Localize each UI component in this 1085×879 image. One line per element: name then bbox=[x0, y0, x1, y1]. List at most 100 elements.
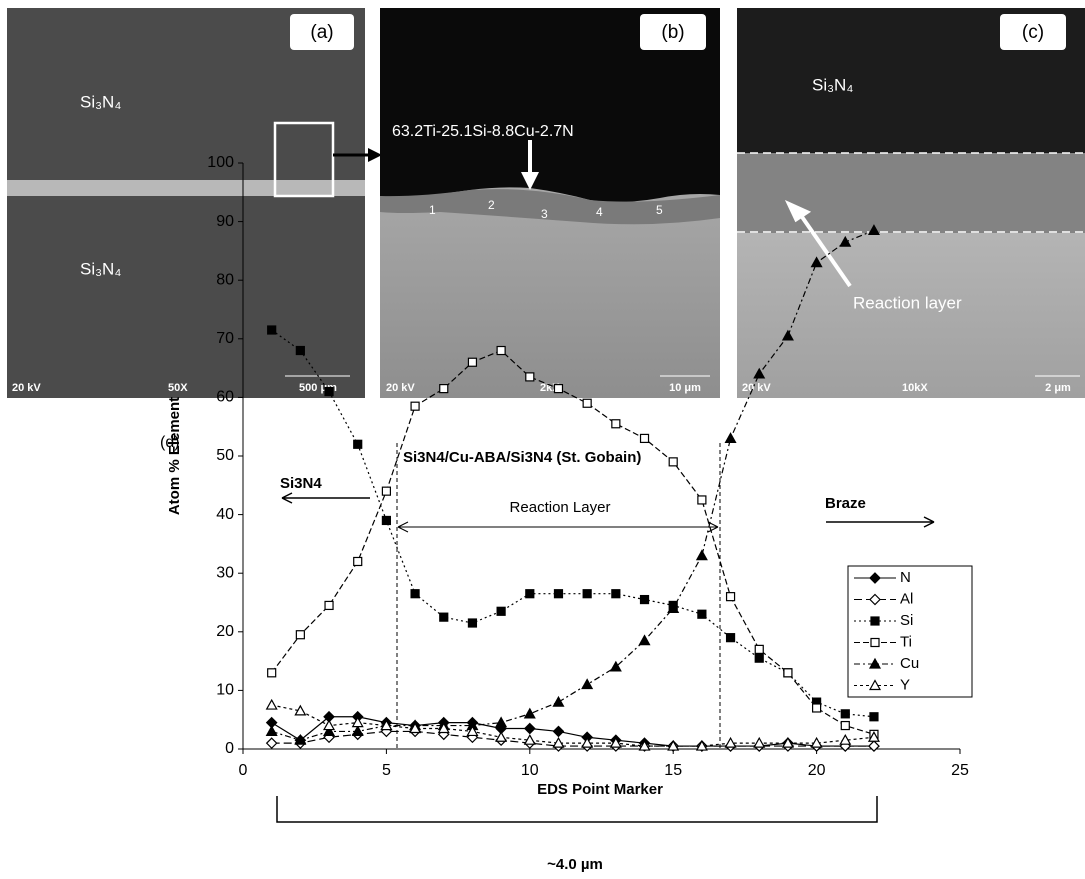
voltage: 20 kV bbox=[742, 382, 771, 394]
point-number: 4 bbox=[596, 205, 603, 219]
marker bbox=[841, 722, 849, 730]
marker bbox=[612, 590, 620, 598]
marker bbox=[440, 613, 448, 621]
marker bbox=[382, 516, 390, 524]
marker bbox=[583, 590, 591, 598]
point-number: 5 bbox=[656, 203, 663, 217]
y-tick-label: 60 bbox=[216, 389, 234, 406]
legend-label: N bbox=[900, 569, 911, 586]
x-tick-label: 5 bbox=[382, 762, 391, 779]
marker bbox=[411, 402, 419, 410]
legend-label: Ti bbox=[900, 633, 912, 650]
span-bracket bbox=[277, 796, 877, 822]
marker bbox=[697, 551, 707, 560]
marker bbox=[870, 713, 878, 721]
legend-label: Y bbox=[900, 676, 910, 693]
y-tick-label: 50 bbox=[216, 447, 234, 464]
x-tick-label: 15 bbox=[664, 762, 682, 779]
x-axis-title: EDS Point Marker bbox=[537, 781, 663, 798]
marker bbox=[325, 601, 333, 609]
panel-b: (b) 63.2Ti-25.1Si-8.8Cu-2.7N 1 2 3 4 5 2… bbox=[380, 8, 720, 398]
x-tick-label: 10 bbox=[521, 762, 539, 779]
x-tick-label: 20 bbox=[808, 762, 826, 779]
y-tick-label: 20 bbox=[216, 623, 234, 640]
x-tick-label: 0 bbox=[239, 762, 248, 779]
chart-title: Si3N4/Cu-ABA/Si3N4 (St. Gobain) bbox=[403, 449, 641, 466]
material-label: Si₃N₄ bbox=[80, 259, 121, 278]
marker bbox=[554, 590, 562, 598]
marker bbox=[268, 326, 276, 334]
marker bbox=[526, 590, 534, 598]
marker bbox=[440, 385, 448, 393]
composition: 63.2Ti-25.1Si-8.8Cu-2.7N bbox=[392, 123, 574, 140]
marker bbox=[841, 710, 849, 718]
marker bbox=[755, 645, 763, 653]
panel-label: (b) bbox=[661, 22, 684, 43]
marker bbox=[612, 420, 620, 428]
voltage: 20 kV bbox=[12, 382, 41, 394]
y-tick-label: 90 bbox=[216, 213, 234, 230]
panel-a: (a) Si₃N₄ Si₃N₄ 20 kV 50X 500 μm bbox=[7, 8, 365, 398]
marker bbox=[727, 593, 735, 601]
marker bbox=[382, 487, 390, 495]
chart: (d) Si3N4/Cu-ABA/Si3N4 (St. Gobain) Si3N… bbox=[160, 397, 972, 873]
voltage: 20 kV bbox=[386, 382, 415, 394]
y-tick-label: 70 bbox=[216, 330, 234, 347]
point-number: 3 bbox=[541, 207, 548, 221]
marker bbox=[354, 557, 362, 565]
point-number: 1 bbox=[429, 203, 436, 217]
point-number: 2 bbox=[488, 198, 495, 212]
braze-layer bbox=[7, 180, 365, 196]
panel-label: (a) bbox=[310, 22, 333, 43]
marker bbox=[267, 738, 277, 748]
marker bbox=[468, 358, 476, 366]
y-tick-label: 30 bbox=[216, 564, 234, 581]
marker bbox=[267, 726, 277, 735]
marker bbox=[754, 738, 764, 747]
marker bbox=[640, 636, 650, 645]
x-tick-label: 25 bbox=[951, 762, 969, 779]
left-label: Si3N4 bbox=[280, 475, 322, 492]
marker bbox=[553, 697, 563, 706]
y-axis-title: Atom % Element bbox=[166, 397, 183, 515]
marker bbox=[755, 654, 763, 662]
marker bbox=[727, 634, 735, 642]
marker bbox=[496, 732, 506, 741]
marker bbox=[583, 399, 591, 407]
y-tick-label: 0 bbox=[225, 740, 234, 757]
legend-label: Cu bbox=[900, 655, 919, 672]
marker bbox=[698, 610, 706, 618]
region-arrow bbox=[398, 522, 718, 532]
magnification: 50X bbox=[168, 382, 188, 394]
legend-label: Al bbox=[900, 590, 913, 607]
marker bbox=[468, 619, 476, 627]
material-label: Si₃N₄ bbox=[80, 92, 121, 111]
legend-marker bbox=[871, 639, 879, 647]
marker bbox=[324, 721, 334, 730]
marker bbox=[496, 718, 506, 727]
y-tick-label: 100 bbox=[207, 154, 234, 171]
figure: (a) Si₃N₄ Si₃N₄ 20 kV 50X 500 μm (b) 63.… bbox=[0, 0, 1085, 879]
right-arrow bbox=[826, 517, 934, 527]
marker bbox=[669, 458, 677, 466]
marker bbox=[296, 347, 304, 355]
left-arrow bbox=[282, 493, 370, 503]
reaction-layer bbox=[737, 153, 1085, 233]
marker bbox=[268, 669, 276, 677]
panel-label: (c) bbox=[1022, 22, 1044, 43]
marker bbox=[554, 385, 562, 393]
magnification: 10kX bbox=[902, 382, 928, 394]
material-label: Si₃N₄ bbox=[812, 75, 853, 94]
sem-image bbox=[7, 8, 365, 398]
marker bbox=[354, 440, 362, 448]
y-tick-label: 10 bbox=[216, 682, 234, 699]
marker bbox=[784, 669, 792, 677]
marker bbox=[296, 631, 304, 639]
legend-label: Si bbox=[900, 612, 913, 629]
marker bbox=[641, 434, 649, 442]
span-label: ~4.0 µm bbox=[547, 856, 603, 873]
marker bbox=[641, 596, 649, 604]
marker bbox=[525, 723, 535, 733]
legend-marker bbox=[871, 617, 879, 625]
scale-label: 2 μm bbox=[1045, 382, 1071, 394]
